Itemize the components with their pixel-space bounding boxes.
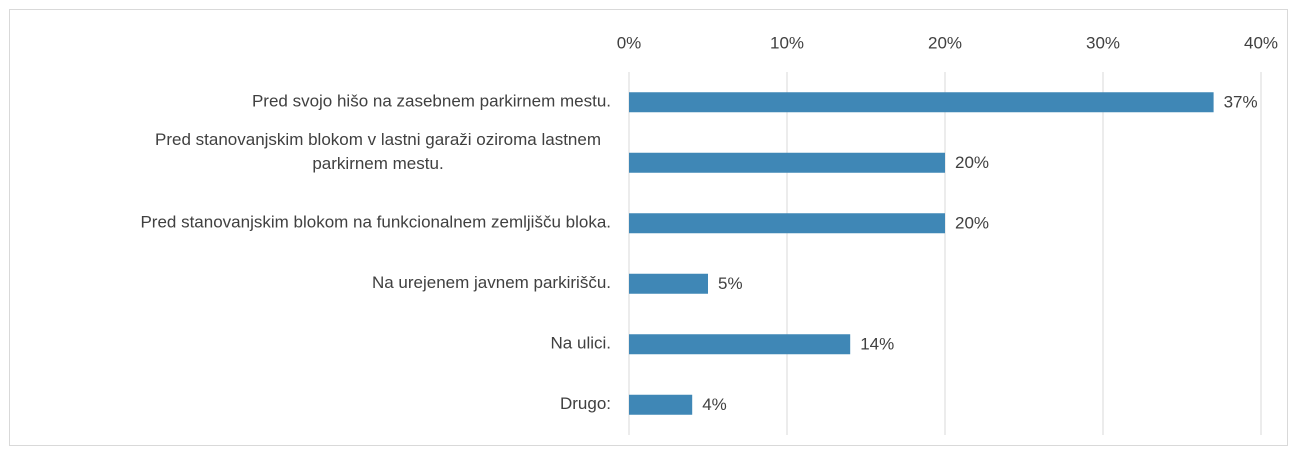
- category-label: Na urejenem javnem parkirišču.: [372, 273, 611, 292]
- x-tick-label: 30%: [1086, 33, 1120, 52]
- value-label: 14%: [860, 335, 894, 354]
- value-label: 20%: [955, 214, 989, 233]
- value-label: 5%: [718, 274, 743, 293]
- bar: [629, 152, 945, 173]
- category-label: Pred svojo hišo na zasebnem parkirnem me…: [252, 92, 611, 111]
- bar: [629, 92, 1214, 113]
- bar: [629, 273, 708, 294]
- chart-border: [9, 9, 1288, 446]
- category-label: Pred stanovanjskim blokom v lastni garaž…: [155, 130, 601, 173]
- category-label: Na ulici.: [551, 334, 611, 353]
- value-label: 37%: [1224, 93, 1258, 112]
- value-label: 20%: [955, 153, 989, 172]
- x-tick-label: 0%: [617, 33, 642, 52]
- category-label: Drugo:: [560, 394, 611, 413]
- category-label: Pred stanovanjskim blokom na funkcionaln…: [140, 213, 611, 232]
- x-tick-label: 20%: [928, 33, 962, 52]
- value-label: 4%: [702, 395, 727, 414]
- x-tick-label: 10%: [770, 33, 804, 52]
- bar: [629, 334, 851, 355]
- x-tick-label: 40%: [1244, 33, 1278, 52]
- bar: [629, 394, 693, 415]
- bar: [629, 213, 945, 234]
